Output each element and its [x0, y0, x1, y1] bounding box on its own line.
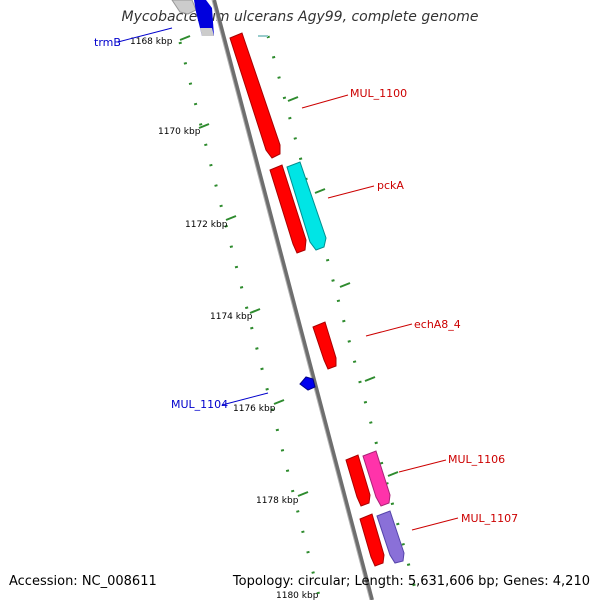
accession-text: Accession: NC_008611 [9, 574, 157, 589]
label-pckA: pckA [377, 179, 404, 192]
feature-MUL_1104[interactable] [299, 376, 316, 391]
tick-label-1176: 1176 kbp [233, 404, 276, 414]
feature-red-2[interactable] [269, 164, 307, 254]
trmB-feature-group[interactable] [171, 0, 268, 37]
tick-label-1172: 1172 kbp [185, 220, 228, 230]
tick-label-1178: 1178 kbp [256, 496, 299, 506]
feature-MUL_1100[interactable] [229, 32, 281, 159]
tick-1172 [225, 215, 237, 221]
genome-backbone [211, 0, 374, 600]
label-MUL_1106: MUL_1106 [448, 453, 505, 466]
tick-1174 [249, 308, 261, 314]
label-echA8_4: echA8_4 [414, 318, 461, 331]
label-MUL_1107: MUL_1107 [461, 512, 518, 525]
feature-red-1106[interactable] [345, 454, 371, 507]
tick-label-1180: 1180 kbp [276, 591, 319, 600]
tick-1170 [198, 123, 210, 129]
feature-pckA[interactable] [286, 161, 327, 251]
tick-1176 [273, 399, 285, 405]
label-MUL_1100: MUL_1100 [350, 87, 407, 100]
tick-label-1168: 1168 kbp [130, 37, 173, 47]
tick-1178 [297, 491, 309, 497]
label-leaders [117, 27, 459, 531]
label-MUL_1104: MUL_1104 [171, 398, 228, 411]
feature-echA8_4[interactable] [312, 321, 337, 370]
feature-MUL_1106[interactable] [362, 450, 391, 507]
trmB-feature [194, 0, 214, 36]
feature-red-1107[interactable] [359, 513, 385, 567]
tick-label-1174: 1174 kbp [210, 312, 253, 322]
genome-summary-text: Topology: circular; Length: 5,631,606 bp… [232, 574, 590, 589]
label-trmB: trmB [94, 36, 121, 49]
outer-tick-track [266, 35, 420, 600]
gray-feature [171, 0, 197, 15]
gene-labels: trmB MUL_1100 pckA echA8_4 MUL_1104 MUL_… [94, 36, 518, 525]
feature-MUL_1107[interactable] [376, 510, 405, 564]
major-ticks [179, 35, 399, 497]
tick-label-1170: 1170 kbp [158, 127, 201, 137]
tick-1168 [179, 35, 191, 41]
tick-labels: 1168 kbp 1170 kbp 1172 kbp 1174 kbp 1176… [130, 37, 319, 600]
